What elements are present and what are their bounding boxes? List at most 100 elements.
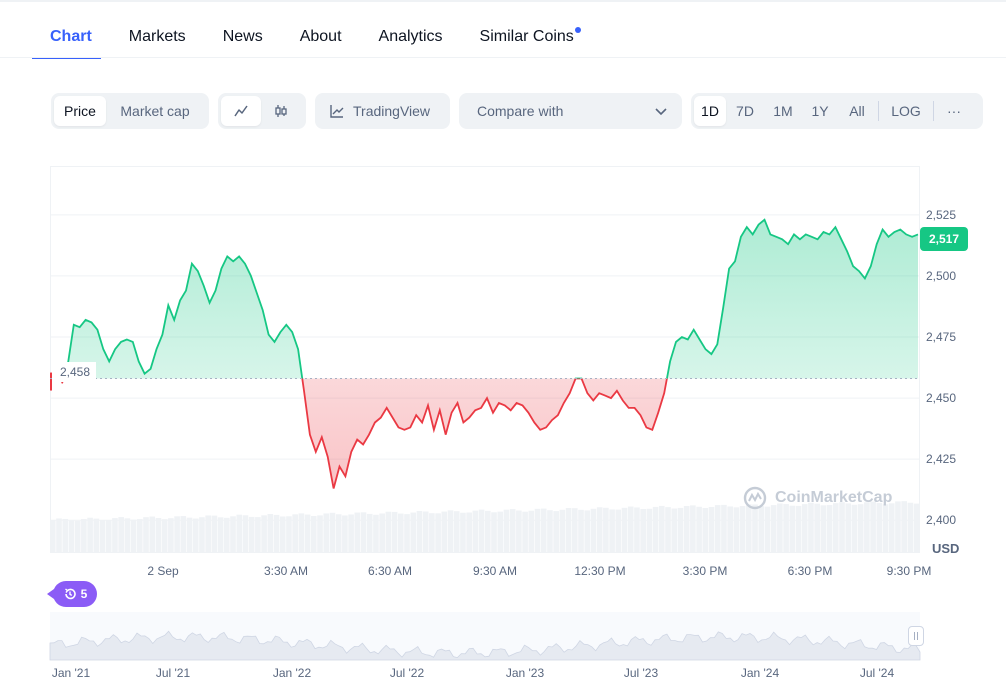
volume-bar [913,503,920,552]
volume-bar [584,510,591,552]
log-scale-button[interactable]: LOG [891,103,921,119]
tab-about[interactable]: About [300,18,342,58]
volume-bar [683,505,690,552]
events-badge[interactable]: 5 [47,581,97,607]
volume-bar [373,514,379,552]
volume-bar [105,519,112,552]
range-1d-button[interactable]: 1D [694,96,726,126]
chevron-down-icon [655,108,667,116]
volume-bar [659,505,665,552]
volume-bar [360,512,367,552]
tab-markets[interactable]: Markets [129,18,186,58]
candlestick-button[interactable] [261,96,301,126]
volume-bar [783,504,789,552]
range-7d-button[interactable]: 7D [736,103,754,119]
volume-bar [839,502,845,552]
volume-bar [690,505,696,552]
volume-bar [888,503,895,552]
new-indicator-dot [574,27,581,33]
tab-analytics[interactable]: Analytics [379,18,443,58]
tab-chart[interactable]: Chart [32,18,101,59]
volume-bar [777,503,783,552]
volume-bar [833,503,839,552]
volume-bar [267,514,274,552]
volume-bar [820,505,827,552]
volume-bar [609,509,615,552]
history-icon [64,588,76,600]
volume-bar [130,519,137,552]
volume-bar [540,508,547,552]
navigator-chart[interactable] [49,612,921,661]
volume-bar [335,514,342,552]
more-options-button[interactable]: ··· [947,103,961,119]
price-area-up [62,219,918,379]
volume-bar [205,515,211,552]
y-tick-label: 2,500 [926,269,956,283]
volume-bar [298,513,305,552]
compare-with-select[interactable]: Compare with [459,93,682,129]
line-chart-button[interactable] [221,96,261,126]
navigator-tick-label: Jul '22 [390,666,425,680]
volume-bar [895,501,901,552]
volume-bar [478,509,485,552]
chart-style-toggle [218,93,306,129]
navigator-area [49,630,921,661]
volume-bar [416,510,423,552]
volume-bar [329,512,336,552]
volume-bar [603,507,609,552]
y-tick-label: 2,475 [926,330,956,344]
x-tick-label: 9:30 PM [887,564,932,578]
volume-bar [677,507,684,552]
volume-bar [671,508,678,552]
time-range-toggle: 1D 7D 1M 1Y All LOG ··· [691,93,983,129]
volume-bar [404,514,410,552]
x-axis: 2 Sep 3:30 AM 6:30 AM 9:30 AM 12:30 PM 3:30 P… [147,564,931,578]
price-button[interactable]: Price [54,96,106,126]
volume-bar [665,507,671,552]
volume-bar [323,513,330,552]
market-cap-button[interactable]: Market cap [120,103,190,119]
volume-bar [429,513,435,552]
tab-news[interactable]: News [223,18,263,58]
plot-frame [50,166,920,553]
x-tick-label: 6:30 AM [368,564,412,578]
volume-bar [907,502,914,552]
x-tick-label: 3:30 PM [683,564,728,578]
volume-bar [261,515,267,552]
tab-similar-coins[interactable]: Similar Coins [480,18,581,58]
volume-bar [721,504,727,552]
range-1m-button[interactable]: 1M [773,103,793,119]
y-tick-label: 2,525 [926,208,956,222]
volume-bar [50,520,56,552]
volume-bar [180,516,187,552]
volume-bar [714,505,721,552]
volume-bar [460,512,466,552]
volume-bar [248,516,255,552]
tabs-divider [0,57,1006,58]
volume-bar [814,503,820,552]
volume-bar [485,510,491,552]
navigator-drag-handle[interactable] [908,626,924,646]
volume-bar [590,508,597,552]
volume-bar [826,505,833,552]
volume-bar [279,516,286,552]
volume-bar [497,511,504,552]
volume-bar [696,506,702,552]
volume-bar [304,514,311,552]
baseline-marker [50,372,52,391]
volume-bar [385,511,392,552]
volume-bar [410,512,417,552]
volume-bar [596,507,603,552]
range-1y-button[interactable]: 1Y [811,103,829,119]
line-chart-icon [234,105,248,117]
volume-bar [559,509,566,552]
range-all-button[interactable]: All [849,103,865,119]
volume-bar [746,504,752,552]
volume-bar [857,504,864,552]
tradingview-button[interactable]: TradingView [315,93,450,129]
tab-markets-label: Markets [128,28,186,45]
volume-bar [435,513,441,552]
volume-bar [547,510,553,552]
volume-bar [81,519,87,552]
